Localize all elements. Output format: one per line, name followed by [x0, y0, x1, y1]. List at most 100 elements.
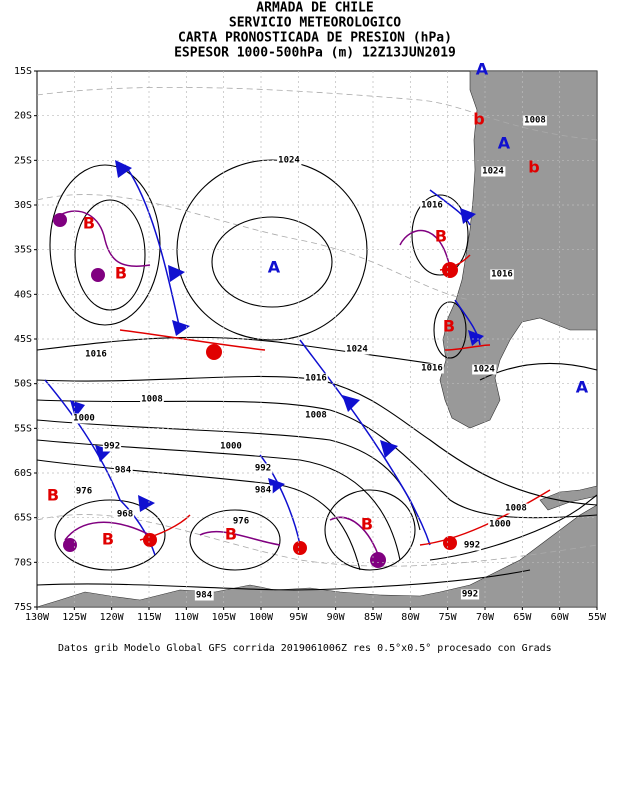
occluded-front-symbol	[370, 552, 386, 568]
pressure-center: B	[225, 525, 237, 544]
lon-label: 120W	[100, 612, 125, 623]
lon-label: 95W	[289, 612, 308, 623]
isobar-label: 1016	[85, 350, 107, 360]
isobar-label-bg	[304, 410, 328, 421]
thickness-line	[36, 194, 471, 301]
occluded-front-symbol	[63, 538, 77, 552]
lon-label: 85W	[364, 612, 383, 623]
lat-label: 45S	[14, 334, 32, 345]
isobar-label: 1000	[220, 442, 242, 452]
lon-label: 90W	[327, 612, 346, 623]
cold-front-symbol	[172, 320, 190, 336]
isobar-label-bg	[420, 200, 444, 211]
isobar	[433, 301, 467, 359]
warm-front-symbol	[143, 533, 157, 547]
isobar-label: 1016	[305, 374, 327, 384]
pressure-center: B	[83, 214, 95, 233]
isobar-label: 992	[464, 541, 480, 551]
isobar-label: 984	[255, 486, 272, 496]
cold-front-symbol	[138, 495, 155, 512]
isobar-label-bg	[219, 441, 243, 452]
header-line: ARMADA DE CHILE	[256, 1, 373, 16]
lat-label: 60S	[14, 468, 32, 479]
isobar-label: 984	[115, 466, 132, 476]
isobar	[36, 336, 441, 366]
isobar-label-bg	[102, 441, 122, 452]
cold-front	[299, 339, 431, 546]
header-line: SERVICIO METEOROLOGICO	[229, 16, 401, 31]
occluded-front	[199, 530, 281, 546]
isobar-label: 1024	[278, 156, 300, 166]
isobar-label-bg	[194, 590, 214, 601]
isobar-label-bg	[253, 463, 273, 474]
cold-front	[429, 189, 471, 226]
isobar-label: 1008	[505, 504, 527, 514]
isobar-label-bg	[481, 166, 506, 177]
pressure-center: b	[528, 158, 539, 177]
isobar-label: 1016	[421, 201, 443, 211]
lon-label: 65W	[513, 612, 532, 623]
isobar-label: 1008	[305, 411, 327, 421]
isobar-label: 992	[255, 464, 271, 474]
isobar-label: 984	[196, 591, 213, 601]
cold-front	[124, 164, 181, 331]
south-shetland	[539, 485, 598, 511]
isobar-label-bg	[504, 503, 528, 514]
cold-front	[454, 299, 481, 346]
warm-front	[119, 329, 266, 351]
cold-front-symbol	[468, 330, 484, 346]
isobar-label: 976	[233, 517, 249, 527]
isobar-label-bg	[277, 155, 302, 166]
occluded-front-symbol	[53, 213, 67, 227]
warm-front-symbol	[442, 262, 458, 278]
header-line: CARTA PRONOSTICADA DE PRESION (hPa)	[178, 31, 452, 46]
pressure-center: A	[476, 60, 489, 79]
lat-label: 25S	[14, 155, 32, 166]
isobar-label: 1000	[73, 414, 95, 424]
warm-front	[419, 489, 551, 546]
lat-label: 15S	[14, 66, 32, 77]
pressure-center: A	[498, 134, 511, 153]
lat-label: 70S	[14, 557, 32, 568]
occluded-front	[399, 229, 451, 269]
occluded-front-symbol	[91, 268, 105, 282]
isobar-label: 1008	[524, 116, 546, 126]
isobar-label: 1016	[491, 270, 513, 280]
isobar	[429, 494, 598, 561]
lat-label: 35S	[14, 245, 32, 256]
isobar-label-bg	[460, 589, 480, 600]
isobar-label: 976	[76, 487, 92, 497]
isobar-label: 1000	[489, 520, 511, 530]
pressure-center: B	[102, 530, 114, 549]
lat-label: 20S	[14, 111, 32, 122]
graticule	[37, 71, 597, 607]
isobar	[189, 509, 281, 571]
isobar	[411, 194, 469, 276]
isobar	[36, 569, 531, 591]
isobar	[74, 199, 146, 311]
lat-label: 65S	[14, 513, 32, 524]
isobar-label-bg	[72, 413, 96, 424]
isobar-label-bg	[420, 363, 444, 374]
lon-label: 115W	[137, 612, 162, 623]
warm-front-symbol	[293, 541, 307, 555]
lon-label: 110W	[174, 612, 199, 623]
lat-label: 75S	[14, 602, 32, 613]
lat-label: 30S	[14, 200, 32, 211]
pressure-center: B	[115, 264, 127, 283]
cold-front-symbol	[115, 160, 132, 178]
lon-label: 70W	[476, 612, 495, 623]
lon-label: 80W	[401, 612, 420, 623]
isobar-label-bg	[304, 373, 328, 384]
lat-label: 55S	[14, 423, 32, 434]
lon-label: 130W	[25, 612, 50, 623]
lon-label: 60W	[551, 612, 570, 623]
isobar-label: 1008	[141, 395, 163, 405]
pressure-center: A	[268, 258, 281, 277]
footer: Datos grib Modelo Global GFS corrida 201…	[58, 643, 552, 654]
isobar-label-bg	[115, 509, 135, 520]
lat-label: 50S	[14, 379, 32, 390]
isobar	[54, 499, 166, 571]
